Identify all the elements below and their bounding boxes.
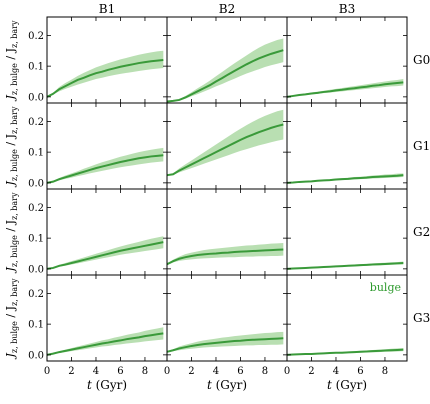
- x-tick-label: 6: [237, 366, 243, 377]
- series-line: [286, 81, 404, 98]
- series-line: [46, 59, 164, 98]
- series-line: [46, 154, 164, 184]
- error-band: [47, 236, 164, 269]
- row-label: G0: [413, 53, 430, 67]
- y-tick-label: 0.1: [28, 320, 44, 331]
- x-tick-label: 6: [117, 366, 123, 377]
- y-tick-label: 0.2: [28, 289, 44, 300]
- series-line: [286, 348, 404, 356]
- legend: bulge: [370, 281, 401, 294]
- x-axis-label: t (Gyr): [207, 378, 247, 392]
- x-tick-label: 2: [188, 366, 194, 377]
- series-line: [166, 49, 284, 103]
- panel-B1-G0: 0.0 0.1 0.2: [28, 16, 168, 104]
- y-tick-label: 0.0: [28, 178, 44, 189]
- series-line: [46, 332, 164, 356]
- row-label: G1: [413, 139, 430, 153]
- y-axis-label: Jz, bulge / Jz, bary: [4, 278, 19, 360]
- error-band: [47, 50, 164, 97]
- panel-B3-G2: [286, 188, 408, 276]
- panel-B2-G0: [166, 16, 288, 104]
- row-labels: G0 G1 G2 G3: [413, 53, 430, 325]
- row-label: G2: [413, 225, 430, 239]
- x-tick-label: 4: [333, 366, 339, 377]
- x-tick-label: 8: [142, 366, 148, 377]
- panels: 0.0 0.1 0.2 0.0 0.1 0.2 0.0 0.1 0.2 0.0 0.1 0.2 0 2 4 6…: [28, 16, 408, 377]
- error-band: [167, 38, 284, 102]
- panel-B3-G3: 0 2 4 6 8: [284, 274, 408, 377]
- column-title: B3: [339, 2, 355, 16]
- x-tick-label: 0: [284, 366, 290, 377]
- y-axis-labels: Jz, bulge / Jz, bary Jz, bulge / Jz, bary…: [4, 20, 19, 360]
- y-tick-label: 0.0: [28, 350, 44, 361]
- x-axis-label: t (Gyr): [327, 378, 367, 392]
- panel-frame: [286, 188, 408, 276]
- series-line: [166, 248, 284, 266]
- row-label: G3: [413, 311, 430, 325]
- series-line: [286, 174, 404, 184]
- legend-label: bulge: [370, 281, 401, 294]
- x-tick-label: 0: [44, 366, 50, 377]
- panel-frame: [166, 188, 288, 276]
- x-tick-label: 4: [93, 366, 99, 377]
- y-axis-label: Jz, bulge / Jz, bary: [4, 192, 19, 274]
- y-tick-label: 0.2: [28, 117, 44, 128]
- x-tick-label: 6: [357, 366, 363, 377]
- panel-B1-G1: 0.0 0.1 0.2: [28, 102, 168, 190]
- series-line: [286, 262, 404, 270]
- x-axis-labels: t (Gyr) t (Gyr) t (Gyr): [87, 378, 367, 392]
- x-tick-label: 8: [262, 366, 268, 377]
- panel-B2-G1: [166, 102, 288, 190]
- y-tick-label: 0.1: [28, 148, 44, 159]
- panel-B3-G0: [286, 16, 408, 104]
- y-axis-label: Jz, bulge / Jz, bary: [4, 20, 19, 102]
- series-line: [166, 337, 284, 353]
- error-band: [167, 109, 284, 176]
- column-titles: B1 B2 B3: [99, 2, 355, 16]
- y-axis-label: Jz, bulge / Jz, bary: [4, 106, 19, 188]
- x-tick-label: 2: [68, 366, 74, 377]
- series-line: [166, 123, 284, 177]
- panel-B1-G2: 0.0 0.1 0.2: [28, 188, 168, 276]
- column-title: B1: [99, 2, 115, 16]
- y-tick-label: 0.0: [28, 264, 44, 275]
- y-tick-label: 0.1: [28, 234, 44, 245]
- panel-B1-G3: 0.0 0.1 0.2 0 2 4 6 8: [28, 274, 168, 377]
- x-axis-label: t (Gyr): [87, 378, 127, 392]
- panel-frame: [286, 274, 408, 362]
- y-tick-label: 0.2: [28, 203, 44, 214]
- series-line: [46, 241, 164, 270]
- panel-B3-G1: [286, 102, 408, 190]
- y-tick-label: 0.0: [28, 92, 44, 103]
- panel-B2-G3: 0 2 4 6 8: [164, 274, 288, 377]
- y-tick-label: 0.1: [28, 62, 44, 73]
- x-tick-label: 2: [308, 366, 314, 377]
- panel-frame: [46, 188, 168, 276]
- x-tick-label: 8: [382, 366, 388, 377]
- x-tick-label: 0: [164, 366, 170, 377]
- y-tick-label: 0.2: [28, 31, 44, 42]
- column-title: B2: [219, 2, 235, 16]
- panel-frame: [46, 274, 168, 362]
- panel-B2-G2: [166, 188, 288, 276]
- x-tick-label: 4: [213, 366, 219, 377]
